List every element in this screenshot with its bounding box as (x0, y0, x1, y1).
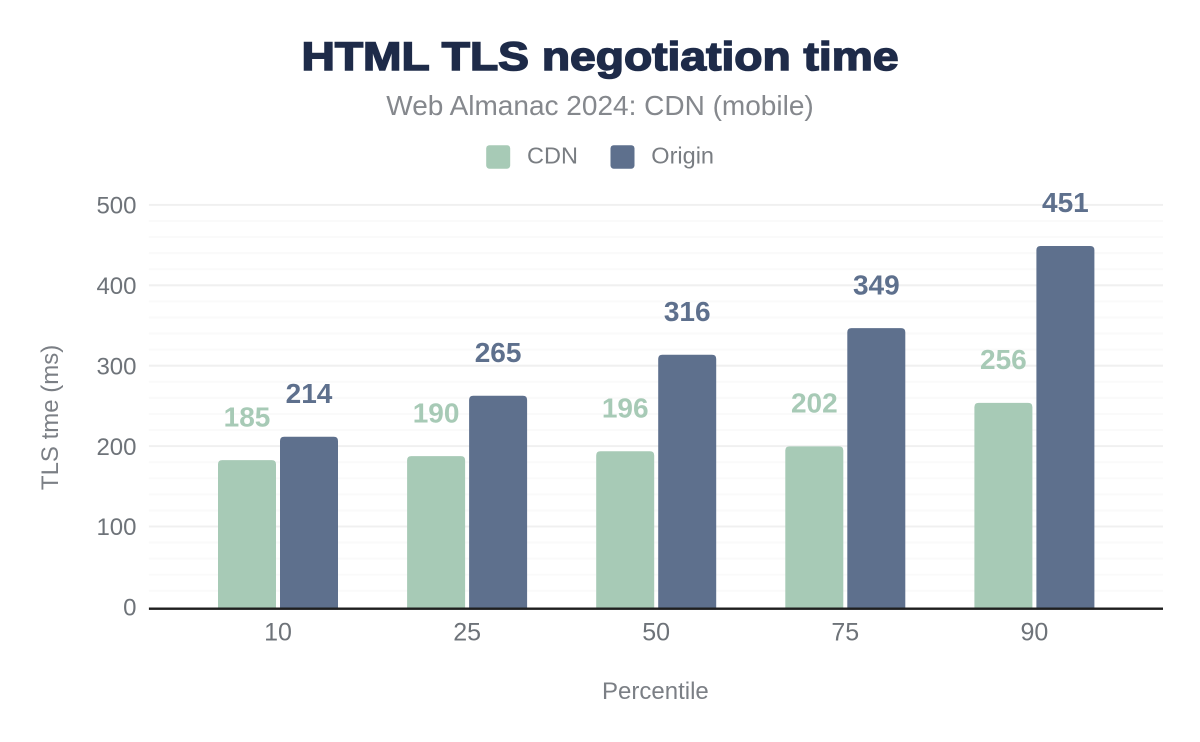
svg-text:Percentile: Percentile (602, 678, 709, 705)
svg-text:50: 50 (642, 619, 670, 647)
svg-text:500: 500 (96, 193, 136, 220)
svg-text:202: 202 (791, 388, 838, 419)
svg-text:214: 214 (286, 378, 333, 409)
svg-text:200: 200 (96, 434, 136, 461)
svg-text:CDN: CDN (527, 143, 578, 169)
svg-text:0: 0 (123, 595, 136, 622)
svg-text:316: 316 (664, 296, 711, 327)
svg-text:400: 400 (96, 273, 136, 300)
svg-text:185: 185 (224, 401, 271, 432)
svg-text:25: 25 (453, 619, 481, 647)
svg-text:100: 100 (96, 514, 136, 541)
svg-text:300: 300 (96, 353, 136, 380)
svg-text:265: 265 (475, 337, 522, 368)
svg-text:256: 256 (980, 344, 1027, 375)
svg-text:451: 451 (1042, 187, 1089, 218)
svg-text:196: 196 (602, 392, 649, 423)
svg-text:90: 90 (1020, 619, 1048, 647)
svg-text:TLS tme (ms): TLS tme (ms) (37, 345, 64, 490)
svg-text:10: 10 (264, 619, 292, 647)
svg-text:HTML TLS negotiation time: HTML TLS negotiation time (301, 35, 898, 79)
svg-text:75: 75 (831, 619, 859, 647)
svg-text:Origin: Origin (651, 143, 714, 169)
svg-text:349: 349 (853, 269, 900, 300)
svg-text:Web Almanac 2024: CDN (mobile): Web Almanac 2024: CDN (mobile) (386, 90, 813, 121)
svg-text:190: 190 (413, 397, 460, 428)
